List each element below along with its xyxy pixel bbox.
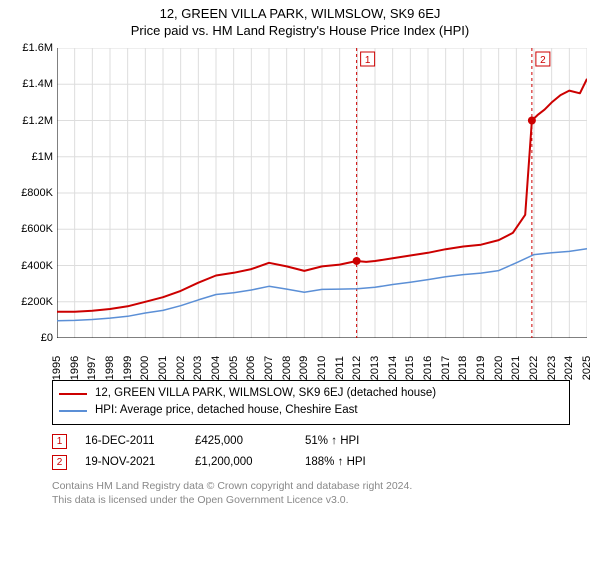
footer-line: Contains HM Land Registry data © Crown c… bbox=[52, 479, 570, 493]
x-tick-label: 2009 bbox=[298, 356, 310, 380]
x-tick-label: 2020 bbox=[493, 356, 505, 380]
y-tick-label: £1.4M bbox=[5, 78, 53, 90]
legend: 12, GREEN VILLA PARK, WILMSLOW, SK9 6EJ … bbox=[52, 380, 570, 425]
legend-swatch bbox=[59, 410, 87, 412]
transactions-table: 1 16-DEC-2011 £425,000 51% HPI 2 19-NOV-… bbox=[52, 431, 570, 473]
transaction-price: £1,200,000 bbox=[195, 456, 287, 468]
x-tick-label: 2002 bbox=[175, 356, 187, 380]
y-tick-label: £1.6M bbox=[5, 42, 53, 54]
x-tick-label: 2004 bbox=[210, 356, 222, 380]
x-tick-label: 1995 bbox=[51, 356, 63, 380]
x-tick-label: 2015 bbox=[404, 356, 416, 380]
svg-text:2: 2 bbox=[540, 55, 546, 66]
transaction-hpi: 51% HPI bbox=[305, 435, 397, 447]
x-tick-label: 2006 bbox=[245, 356, 257, 380]
x-tick-label: 2025 bbox=[581, 356, 593, 380]
x-tick-label: 2016 bbox=[422, 356, 434, 380]
arrow-up-icon bbox=[338, 456, 344, 468]
y-tick-label: £800K bbox=[5, 187, 53, 199]
x-tick-label: 2007 bbox=[263, 356, 275, 380]
x-tick-label: 2024 bbox=[563, 356, 575, 380]
table-row: 2 19-NOV-2021 £1,200,000 188% HPI bbox=[52, 452, 570, 473]
y-tick-label: £1.2M bbox=[5, 115, 53, 127]
transaction-date: 16-DEC-2011 bbox=[85, 435, 177, 447]
legend-label: HPI: Average price, detached house, Ches… bbox=[95, 402, 358, 419]
x-tick-label: 2005 bbox=[228, 356, 240, 380]
y-tick-label: £600K bbox=[5, 223, 53, 235]
x-tick-label: 2021 bbox=[510, 356, 522, 380]
x-tick-label: 2019 bbox=[475, 356, 487, 380]
y-tick-label: £200K bbox=[5, 296, 53, 308]
x-tick-label: 2017 bbox=[440, 356, 452, 380]
transaction-date: 19-NOV-2021 bbox=[85, 456, 177, 468]
legend-label: 12, GREEN VILLA PARK, WILMSLOW, SK9 6EJ … bbox=[95, 385, 436, 402]
x-tick-label: 1998 bbox=[104, 356, 116, 380]
x-tick-label: 2001 bbox=[157, 356, 169, 380]
arrow-up-icon bbox=[331, 435, 337, 447]
plot-area: 12 bbox=[57, 48, 587, 338]
footer-attribution: Contains HM Land Registry data © Crown c… bbox=[52, 479, 570, 507]
x-tick-label: 2010 bbox=[316, 356, 328, 380]
title-address: 12, GREEN VILLA PARK, WILMSLOW, SK9 6EJ bbox=[0, 6, 600, 21]
chart-svg: 12 bbox=[57, 48, 587, 338]
x-tick-label: 1999 bbox=[122, 356, 134, 380]
legend-item: HPI: Average price, detached house, Ches… bbox=[59, 402, 563, 419]
footer-line: This data is licensed under the Open Gov… bbox=[52, 493, 570, 507]
x-tick-label: 2003 bbox=[192, 356, 204, 380]
chart-area: £0 £200K £400K £600K £800K £1M £1.2M £1.4M £1.6M… bbox=[5, 44, 595, 374]
title-subtitle: Price paid vs. HM Land Registry's House … bbox=[0, 23, 600, 38]
x-tick-label: 1996 bbox=[69, 356, 81, 380]
x-axis-labels: 1995199619971998199920002001200220032004… bbox=[57, 340, 587, 374]
x-tick-label: 1997 bbox=[86, 356, 98, 380]
y-tick-label: £1M bbox=[5, 151, 53, 163]
legend-item: 12, GREEN VILLA PARK, WILMSLOW, SK9 6EJ … bbox=[59, 385, 563, 402]
x-tick-label: 2018 bbox=[457, 356, 469, 380]
x-tick-label: 2012 bbox=[351, 356, 363, 380]
x-tick-label: 2011 bbox=[334, 356, 346, 380]
marker-badge: 1 bbox=[52, 434, 67, 449]
y-tick-label: £0 bbox=[5, 332, 53, 344]
marker-badge: 2 bbox=[52, 455, 67, 470]
x-tick-label: 2014 bbox=[387, 356, 399, 380]
x-tick-label: 2000 bbox=[139, 356, 151, 380]
transaction-price: £425,000 bbox=[195, 435, 287, 447]
table-row: 1 16-DEC-2011 £425,000 51% HPI bbox=[52, 431, 570, 452]
x-tick-label: 2008 bbox=[281, 356, 293, 380]
x-tick-label: 2023 bbox=[546, 356, 558, 380]
x-tick-label: 2013 bbox=[369, 356, 381, 380]
legend-swatch bbox=[59, 393, 87, 395]
transaction-hpi: 188% HPI bbox=[305, 456, 397, 468]
x-tick-label: 2022 bbox=[528, 356, 540, 380]
svg-text:1: 1 bbox=[365, 55, 371, 66]
y-tick-label: £400K bbox=[5, 260, 53, 272]
